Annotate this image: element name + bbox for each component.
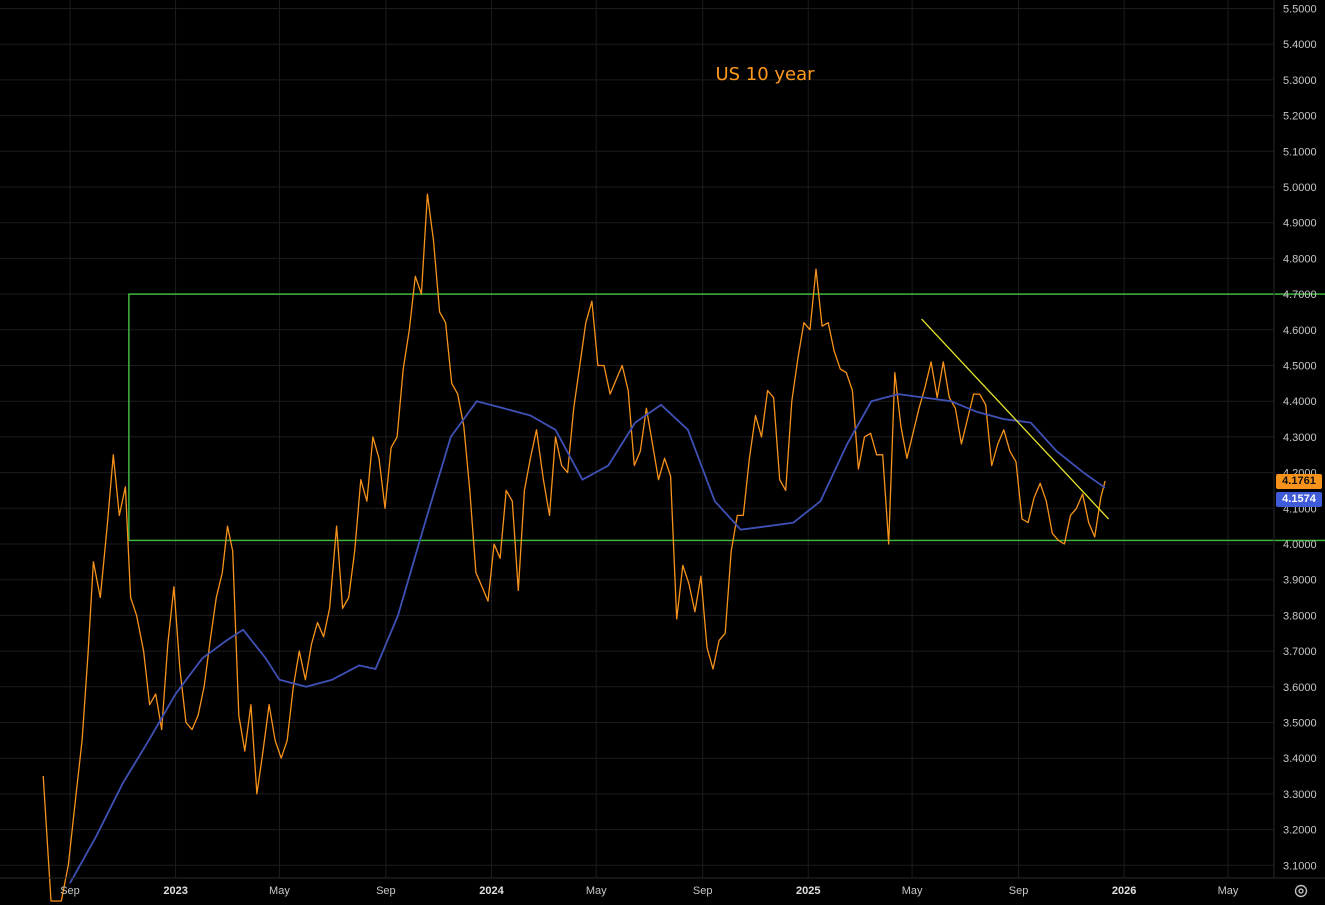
y-tick-label: 4.8000 bbox=[1283, 253, 1317, 265]
y-tick-label: 3.7000 bbox=[1283, 646, 1317, 658]
y-tick-label: 5.1000 bbox=[1283, 146, 1317, 158]
x-tick-label: Sep bbox=[693, 885, 713, 897]
x-tick-label: 2026 bbox=[1112, 885, 1136, 897]
x-tick-label: May bbox=[902, 885, 923, 897]
last-price-badge: 4.1761 bbox=[1276, 474, 1322, 489]
trendline bbox=[921, 318, 1110, 520]
y-tick-label: 5.5000 bbox=[1283, 4, 1317, 16]
y-tick-label: 4.7000 bbox=[1283, 289, 1317, 301]
series-line-yield bbox=[42, 193, 1106, 902]
x-tick-label: Sep bbox=[1009, 885, 1029, 897]
y-tick-label: 3.8000 bbox=[1283, 610, 1317, 622]
y-tick-label: 4.9000 bbox=[1283, 218, 1317, 230]
x-axis[interactable]: Sep 2023 May Sep 2024 May Sep 2025 May Sep 2026 May bbox=[60, 885, 1239, 897]
moving-average-badge: 4.1574 bbox=[1276, 492, 1322, 507]
gear-icon-glyph bbox=[1294, 884, 1308, 898]
y-tick-label: 5.2000 bbox=[1283, 111, 1317, 123]
y-tick-label: 4.6000 bbox=[1283, 325, 1317, 337]
range-box bbox=[128, 293, 1325, 542]
x-tick-label: Sep bbox=[60, 885, 80, 897]
series-line-moving-average bbox=[69, 393, 1106, 884]
y-tick-label: 3.3000 bbox=[1283, 789, 1317, 801]
y-axis[interactable]: 5.5000 5.4000 5.3000 5.2000 5.1000 5.0000 4.90… bbox=[1283, 4, 1317, 873]
y-tick-label: 3.9000 bbox=[1283, 575, 1317, 587]
y-tick-label: 3.4000 bbox=[1283, 753, 1317, 765]
y-tick-label: 3.2000 bbox=[1283, 825, 1317, 837]
y-tick-label: 3.6000 bbox=[1283, 682, 1317, 694]
y-tick-label: 4.0000 bbox=[1283, 539, 1317, 551]
y-tick-label: 5.0000 bbox=[1283, 182, 1317, 194]
gear-icon[interactable] bbox=[1291, 881, 1311, 901]
grid bbox=[0, 0, 1274, 878]
y-tick-label: 4.3000 bbox=[1283, 432, 1317, 444]
y-tick-label: 4.4000 bbox=[1283, 396, 1317, 408]
x-tick-label: 2025 bbox=[796, 885, 820, 897]
x-tick-label: May bbox=[269, 885, 290, 897]
series-layer bbox=[42, 193, 1106, 902]
y-tick-label: 5.3000 bbox=[1283, 75, 1317, 87]
y-tick-label: 3.5000 bbox=[1283, 718, 1317, 730]
x-tick-label: 2024 bbox=[479, 885, 504, 897]
x-tick-label: May bbox=[1218, 885, 1239, 897]
trendline-layer bbox=[921, 318, 1110, 520]
x-tick-label: Sep bbox=[376, 885, 396, 897]
chart-title: US 10 year bbox=[715, 64, 815, 85]
range-box-layer bbox=[128, 293, 1325, 542]
y-tick-label: 3.1000 bbox=[1283, 860, 1317, 872]
y-tick-label: 4.5000 bbox=[1283, 361, 1317, 373]
x-tick-label: 2023 bbox=[163, 885, 187, 897]
y-tick-label: 5.4000 bbox=[1283, 39, 1317, 51]
x-tick-label: May bbox=[586, 885, 607, 897]
